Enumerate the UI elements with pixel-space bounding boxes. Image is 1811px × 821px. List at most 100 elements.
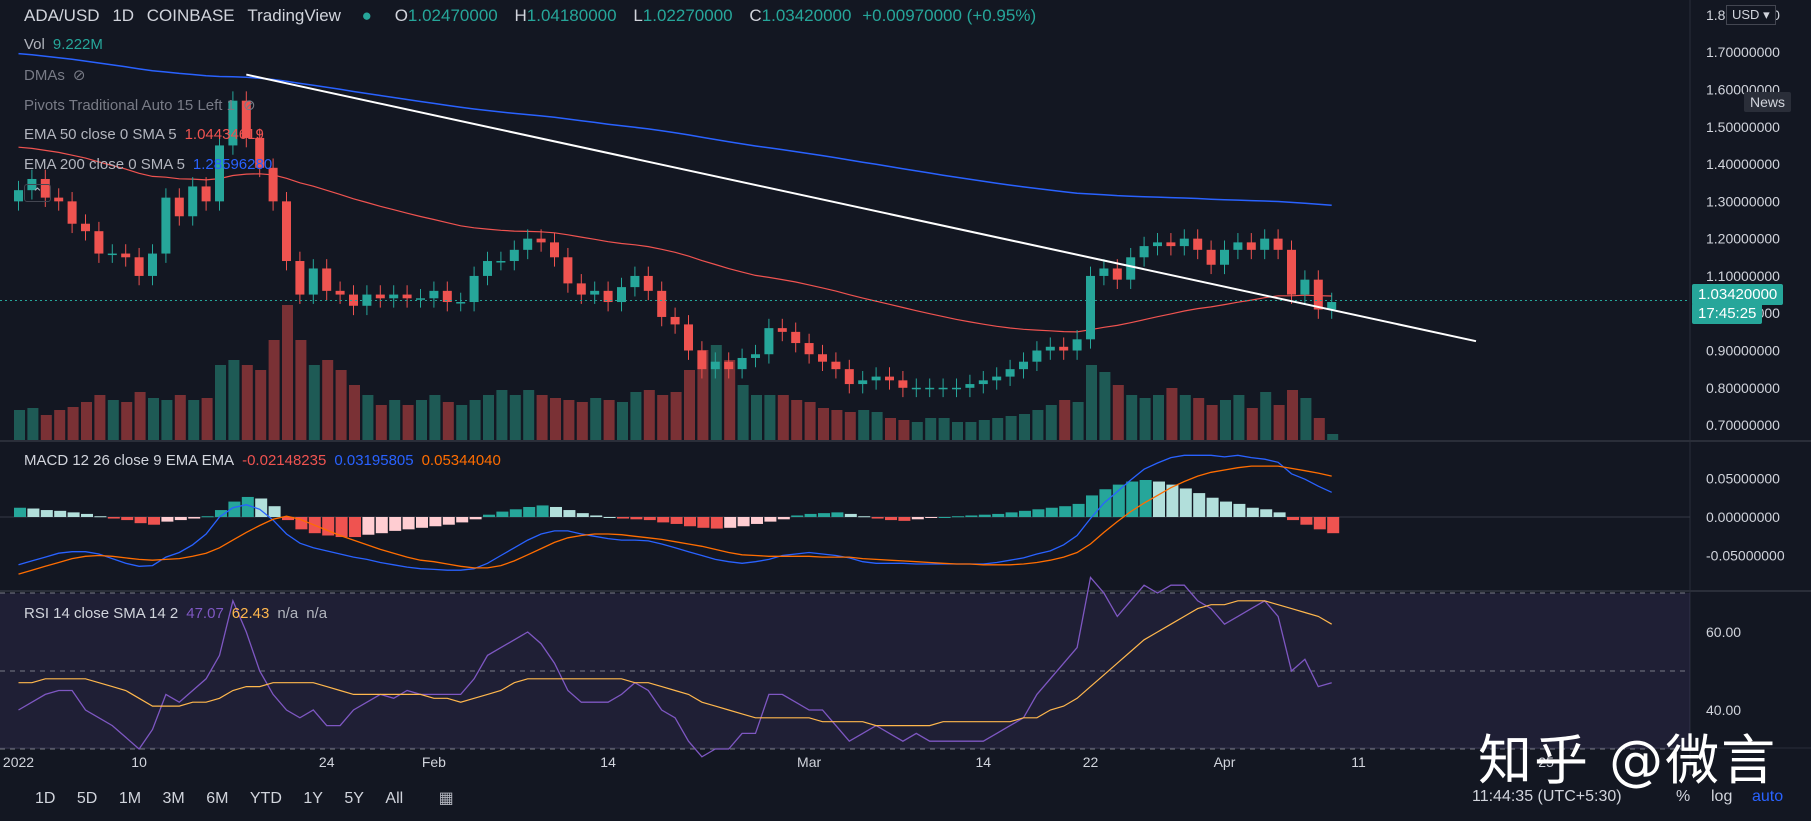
- volume-bar: [215, 365, 226, 440]
- timeframe-button[interactable]: 1M: [118, 790, 142, 807]
- volume-bar: [523, 390, 535, 440]
- candle: [1260, 238, 1270, 250]
- change-value: +0.00970000 (+0.95%): [862, 6, 1037, 25]
- volume-bar: [737, 385, 749, 440]
- volume-bar: [429, 395, 441, 440]
- rsi-legend[interactable]: RSI 14 close SMA 14 2 47.07 62.43 n/a n/a: [24, 605, 335, 622]
- candle: [107, 253, 117, 256]
- macd-histogram-bar: [241, 496, 254, 517]
- rsi-pane[interactable]: [0, 575, 1690, 758]
- symbol-name[interactable]: ADA/USD: [24, 6, 100, 25]
- dmas-legend[interactable]: DMAs ⊘: [24, 66, 93, 84]
- macd-histogram-bar: [844, 513, 857, 517]
- volume-bar: [241, 365, 253, 440]
- candle: [536, 238, 546, 243]
- ema200-line: [18, 52, 1332, 206]
- volume-bar: [617, 402, 628, 440]
- candle: [563, 257, 573, 284]
- high-label: H: [514, 6, 527, 25]
- candle: [978, 380, 988, 385]
- candle: [603, 290, 613, 303]
- log-toggle[interactable]: log: [1711, 788, 1733, 805]
- eye-hidden-icon[interactable]: ⊘: [72, 67, 86, 84]
- volume-bar: [1032, 410, 1044, 440]
- ema50-legend[interactable]: EMA 50 close 0 SMA 5 1.04434619: [24, 126, 272, 143]
- volume-bar: [81, 402, 92, 440]
- macd-histogram-bar: [27, 508, 40, 517]
- macd-histogram-bar: [509, 509, 522, 517]
- timeframe-button[interactable]: 5Y: [344, 790, 364, 807]
- open-label: O: [394, 6, 408, 25]
- macd-histogram-bar: [925, 517, 938, 518]
- macd-histogram-bar: [1005, 512, 1018, 517]
- time-tick-label: 2022: [3, 754, 34, 770]
- candle: [389, 294, 399, 299]
- low-label: L: [633, 6, 643, 25]
- macd-label: MACD 12 26 close 9 EMA EMA: [24, 452, 235, 469]
- timeframe-button[interactable]: YTD: [249, 790, 282, 807]
- date-range-icon[interactable]: ▦: [438, 790, 454, 807]
- volume-bar: [496, 390, 508, 440]
- macd-legend[interactable]: MACD 12 26 close 9 EMA EMA -0.02148235 0.0…: [24, 452, 509, 469]
- volume-bar: [724, 360, 736, 440]
- candle: [697, 350, 707, 370]
- price-pane[interactable]: [0, 52, 1690, 440]
- timeframe-button[interactable]: 6M: [206, 790, 229, 807]
- macd-histogram-bar: [550, 506, 562, 517]
- pane-separators: [0, 0, 1811, 775]
- timeframe-button[interactable]: 1D: [35, 790, 56, 807]
- market-status-icon: ●: [361, 6, 372, 25]
- volume-bar: [697, 350, 709, 440]
- timeframe-button[interactable]: 5D: [76, 790, 98, 807]
- macd-histogram-bar: [1086, 495, 1098, 517]
- macd-histogram-bar: [402, 517, 415, 530]
- timeframe-button[interactable]: All: [385, 790, 404, 807]
- eye-hidden-icon[interactable]: ⊘: [242, 97, 256, 114]
- price-tick-label: 0.90000000: [1706, 343, 1780, 359]
- ema200-label: EMA 200 close 0 SMA 5: [24, 156, 185, 173]
- macd-hist-value: -0.02148235: [242, 452, 327, 469]
- collapse-legend-button[interactable]: ⌃: [24, 184, 51, 202]
- macd-histogram-bar: [1220, 501, 1232, 517]
- timeframe-button[interactable]: 3M: [162, 790, 185, 807]
- volume-bar: [563, 400, 575, 440]
- volume-bar: [1193, 398, 1205, 440]
- macd-histogram-bar: [81, 513, 93, 517]
- currency-select[interactable]: USD ▾: [1726, 5, 1776, 25]
- news-button[interactable]: News: [1744, 92, 1792, 112]
- volume-bar: [335, 370, 347, 440]
- candle: [1153, 242, 1162, 247]
- candle: [1059, 346, 1069, 351]
- volume-bar: [1179, 395, 1191, 440]
- macd-histogram-bar: [107, 517, 120, 519]
- volume-bar: [134, 392, 146, 440]
- vol-legend[interactable]: Vol 9.222M: [24, 36, 111, 53]
- interval-label[interactable]: 1D: [112, 6, 135, 25]
- auto-toggle[interactable]: auto: [1752, 788, 1784, 805]
- volume-bar: [1059, 400, 1071, 440]
- ema200-legend[interactable]: EMA 200 close 0 SMA 5 1.28596280: [24, 156, 280, 173]
- pivots-legend[interactable]: Pivots Traditional Auto 15 Left 1 ⊘: [24, 96, 264, 114]
- timeframe-button[interactable]: 1Y: [303, 790, 323, 807]
- candle: [804, 343, 814, 355]
- time-tick-label: Apr: [1214, 754, 1236, 770]
- candle: [777, 328, 787, 332]
- macd-histogram-bar: [938, 517, 951, 518]
- volume-bar: [925, 418, 937, 440]
- price-tick-label: 0.70000000: [1706, 417, 1780, 433]
- volume-bar: [295, 340, 307, 440]
- percent-toggle[interactable]: %: [1676, 788, 1691, 805]
- volume-bar: [858, 410, 870, 440]
- macd-pane[interactable]: [0, 454, 1690, 575]
- candle: [1179, 238, 1189, 247]
- macd-histogram-bar: [1206, 497, 1219, 517]
- symbol-header: ADA/USD 1D COINBASE TradingView ● O1.024…: [24, 6, 1036, 26]
- macd-histogram-bar: [67, 512, 80, 517]
- volume-bar: [1019, 414, 1030, 440]
- candle: [643, 275, 653, 291]
- volume-bar: [804, 402, 816, 440]
- macd-histogram-bar: [228, 501, 241, 517]
- clock-label[interactable]: 11:44:35 (UTC+5:30): [1472, 788, 1622, 805]
- macd-histogram-bar: [483, 514, 495, 517]
